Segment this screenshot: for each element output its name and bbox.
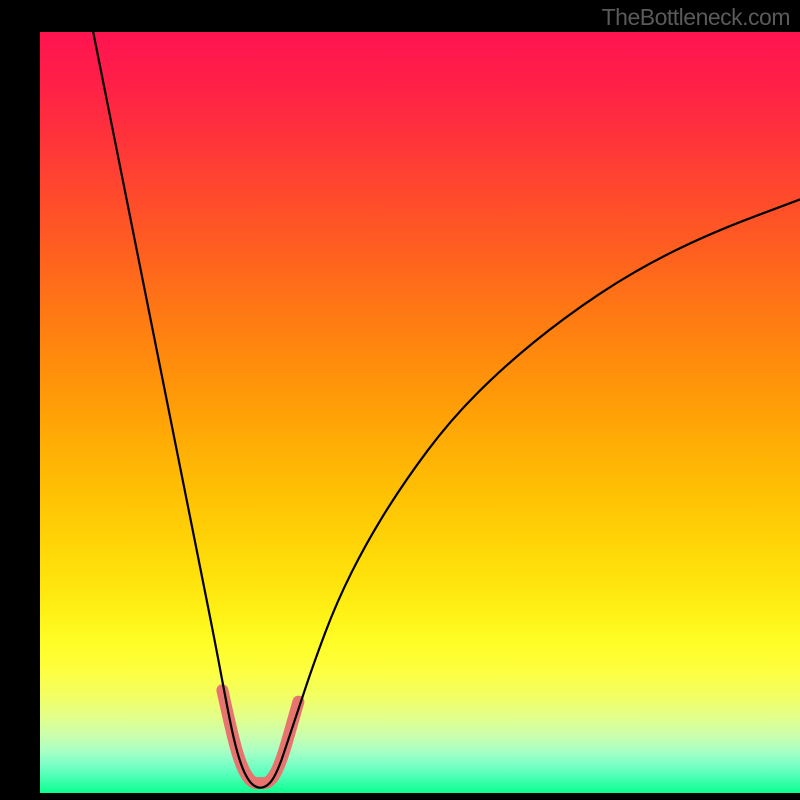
plot-area <box>0 0 800 800</box>
watermark-text: TheBottleneck.com <box>602 4 790 31</box>
chart-svg <box>0 0 800 800</box>
gradient-background <box>40 32 800 793</box>
chart-frame: TheBottleneck.com <box>0 0 800 800</box>
